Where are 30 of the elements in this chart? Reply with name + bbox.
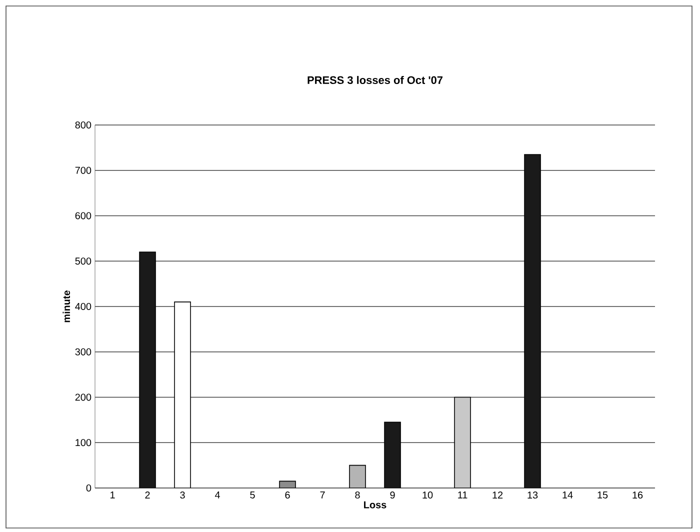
y-tick-label: 600 [75, 212, 92, 220]
y-tick-label: 0 [86, 484, 92, 492]
x-tick-label: 14 [562, 492, 573, 498]
y-tick-label: 700 [75, 166, 92, 174]
x-tick-label: 3 [180, 492, 185, 499]
x-tick-label: 4 [214, 492, 220, 498]
x-tick-label: 2 [145, 492, 150, 498]
x-axis-title: Loss [364, 501, 386, 508]
y-tick-label: 100 [76, 439, 92, 446]
y-tick-label: 800 [75, 121, 92, 129]
x-tick-label: 5 [250, 492, 255, 498]
bar [524, 154, 541, 488]
y-tick-label: 400 [75, 302, 92, 310]
x-tick-label: 11 [458, 492, 468, 498]
x-tick-label: 12 [492, 492, 503, 498]
x-tick-label: 10 [422, 492, 433, 499]
x-tick-label: 13 [528, 492, 538, 499]
x-tick-label: 7 [320, 492, 325, 498]
x-tick-label: 9 [390, 492, 395, 499]
x-tick-label: 16 [632, 492, 643, 499]
x-tick-label: 8 [355, 492, 360, 499]
x-tick-label: 15 [598, 492, 608, 498]
y-tick-label: 500 [75, 258, 92, 265]
y-axis-title: minute [62, 290, 70, 322]
x-tick-label: 1 [110, 492, 115, 498]
bar [174, 302, 191, 488]
chart-title: PRESS 3 losses of Oct '07 [308, 76, 443, 84]
y-tick-label: 200 [75, 394, 92, 401]
x-tick-label: 6 [285, 492, 290, 499]
y-tick-label: 300 [75, 348, 92, 356]
